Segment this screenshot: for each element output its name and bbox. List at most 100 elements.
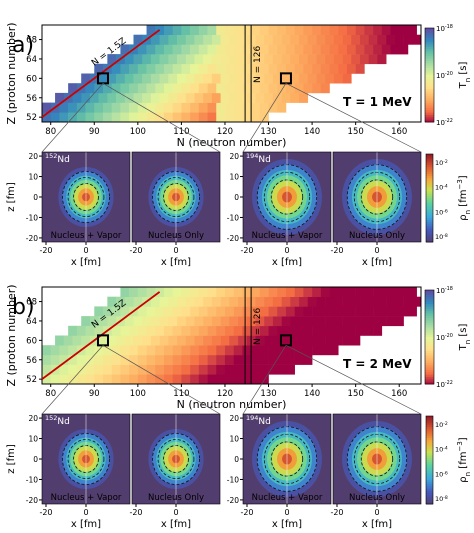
colorbar-segment (425, 315, 434, 319)
connector-line (285, 345, 422, 415)
heatmap-cell (146, 306, 156, 317)
heatmap-cell (111, 83, 121, 94)
heatmap-cell (364, 325, 374, 336)
heatmap-cell (224, 102, 234, 113)
heatmap-cell (203, 296, 213, 307)
heatmap-cell (224, 44, 234, 55)
heatmap-cell (190, 306, 200, 317)
heatmap-cell (224, 306, 234, 317)
heatmap-cell (155, 354, 165, 365)
heatmap-cell (290, 73, 300, 84)
y-tick-label: 64 (26, 317, 37, 327)
density-maps: Nucleus + Vapor -20 0 x [fm] Nucleus Only -20… (6, 413, 472, 530)
density-colorbar-segment (426, 165, 433, 168)
heatmap-cell (137, 83, 147, 94)
heatmap-cell (242, 102, 252, 113)
density-x-axis-label: x [fm] (71, 519, 101, 530)
heatmap-cell (129, 374, 139, 385)
heatmap-cell (229, 34, 239, 45)
heatmap-cell (381, 44, 391, 55)
density-x-tick-label: -20 (129, 508, 142, 517)
density-colorbar-segment (426, 167, 433, 170)
colorbar-frame (424, 289, 435, 385)
heatmap-cell (233, 83, 243, 94)
heatmap-cell (163, 345, 173, 356)
heatmap-cell (390, 287, 400, 297)
heatmap-cell (172, 287, 182, 297)
heatmap-cell (285, 364, 295, 375)
density-colorbar-segment (426, 455, 433, 459)
density-colorbar-segment (426, 226, 433, 230)
heatmap-cell (85, 364, 95, 375)
heatmap-cell (181, 25, 191, 35)
heatmap-cell (285, 287, 295, 297)
heatmap-cell (207, 25, 217, 35)
colorbar-segment (425, 56, 434, 60)
heatmap-cell (168, 54, 178, 65)
density-y-tick-label: 20 (28, 414, 38, 423)
heatmap-cell (333, 54, 343, 65)
colorbar-segment (425, 119, 434, 123)
heatmap-cell (172, 374, 182, 385)
heatmap-cell (190, 63, 200, 74)
heatmap-cell (364, 25, 374, 35)
heatmap-cell (198, 25, 208, 35)
density-contour-line (152, 433, 200, 485)
nucleus-only-caption: Nucleus Only (349, 493, 405, 503)
heatmap-cell (129, 112, 139, 123)
heatmap-cell (386, 296, 396, 307)
heatmap-cell (264, 54, 274, 65)
heatmap-cell (150, 92, 160, 103)
heatmap-cell (238, 54, 248, 65)
heatmap-cell (120, 374, 130, 385)
connector-line (242, 345, 287, 415)
colorbar-segment (425, 86, 434, 90)
heatmap-cell (259, 63, 269, 74)
density-colorbar-segment (426, 416, 433, 419)
heatmap-cell (373, 306, 383, 317)
heatmap-cell (251, 374, 261, 385)
heatmap-cell (233, 325, 243, 336)
heatmap-cell (129, 364, 139, 375)
heatmap-cell (394, 316, 404, 327)
density-y-tick-label: -10 (227, 213, 239, 222)
heatmap-cell (155, 306, 165, 317)
heatmap-cell (181, 287, 191, 297)
colorbar-segment (425, 84, 434, 88)
heatmap-cell (190, 44, 200, 55)
heatmap-cell (307, 34, 317, 45)
heatmap-cell (268, 25, 278, 35)
heatmap-cell (351, 54, 361, 65)
heatmap-cell (203, 92, 213, 103)
density-colorbar-segment (426, 156, 433, 159)
heatmap-cell (146, 345, 156, 356)
heatmap-cell (368, 296, 378, 307)
y-tick-label: 64 (26, 55, 37, 65)
heatmap-cell (116, 335, 126, 346)
heatmap-cell (63, 335, 73, 346)
heatmap-cell (159, 34, 169, 45)
heatmap-cell (172, 44, 182, 55)
density-x-tick-label: -20 (330, 246, 343, 255)
heatmap-cell (220, 335, 230, 346)
heatmap-cell (251, 364, 261, 375)
density-colorbar-segment (426, 479, 433, 483)
heatmap-cell (203, 316, 213, 327)
heatmap-cell (272, 296, 282, 307)
x-tick-label: 80 (45, 389, 56, 399)
heatmap-cell (129, 287, 139, 297)
heatmap-cell (242, 25, 252, 35)
heatmap-cell (220, 316, 230, 327)
heatmap-cell (190, 374, 200, 385)
x-tick-label: 90 (89, 127, 100, 137)
density-colorbar-segment (426, 429, 433, 432)
density-colorbar-segment (426, 497, 433, 501)
colorbar-segment (425, 348, 434, 352)
heatmap-cell (338, 44, 348, 55)
heatmap-cell (277, 345, 287, 356)
heatmap-cell (294, 354, 304, 365)
density-y-tick-label: 10 (229, 435, 239, 444)
heatmap-cell (290, 335, 300, 346)
heatmap-cell (124, 296, 134, 307)
